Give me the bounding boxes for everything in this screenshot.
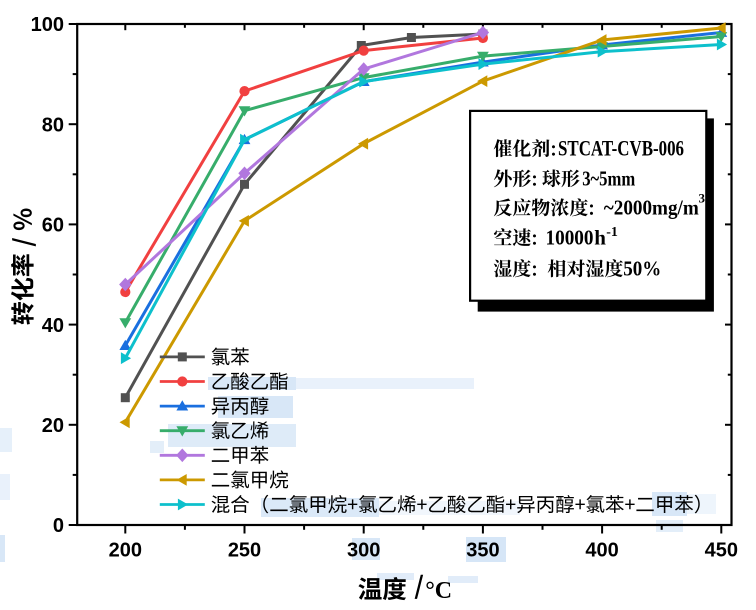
svg-text:50%: 50% (623, 257, 661, 281)
svg-text:100: 100 (31, 14, 64, 36)
svg-text:250: 250 (228, 539, 261, 561)
svg-text:3~5mm: 3~5mm (582, 167, 635, 191)
svg-text:10000: 10000 (546, 226, 594, 250)
svg-text:0: 0 (53, 515, 64, 537)
svg-text:350: 350 (466, 539, 499, 561)
svg-text:-1: -1 (606, 225, 618, 240)
svg-text:200: 200 (109, 539, 142, 561)
svg-text:3: 3 (699, 191, 706, 206)
svg-text:60: 60 (42, 215, 64, 237)
svg-text:20: 20 (42, 415, 64, 437)
svg-text:40: 40 (42, 315, 64, 337)
svg-text:°C: °C (425, 578, 452, 604)
svg-text:400: 400 (585, 539, 618, 561)
svg-text:STCAT-CVB-006: STCAT-CVB-006 (558, 135, 684, 160)
svg-text:h: h (594, 226, 606, 250)
svg-text:450: 450 (705, 539, 738, 561)
svg-text:~2000mg/m: ~2000mg/m (604, 196, 699, 220)
svg-text:300: 300 (347, 539, 380, 561)
svg-text:80: 80 (42, 114, 64, 136)
